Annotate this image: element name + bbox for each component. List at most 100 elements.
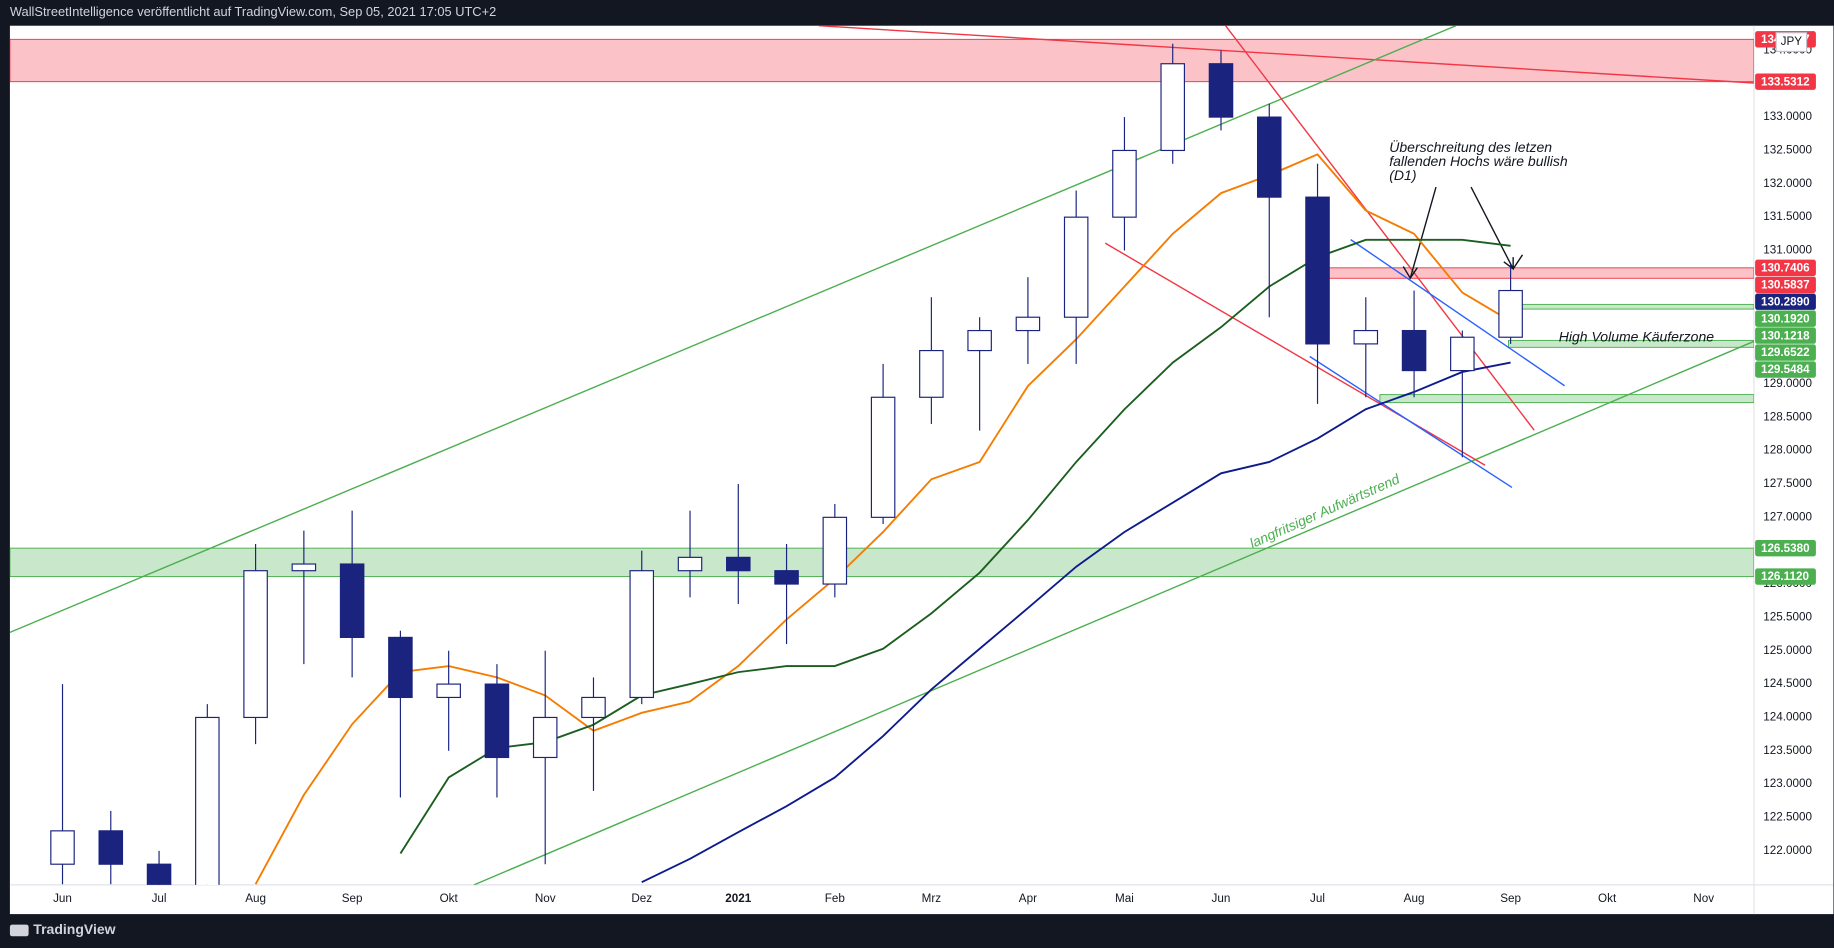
y-tick-label: 131.0000	[1763, 244, 1812, 257]
annotation: (D1)	[1389, 167, 1416, 183]
x-tick-label: Sep	[1500, 892, 1521, 905]
candle-body	[339, 563, 365, 638]
zones	[9, 38, 1754, 578]
candle-body	[774, 570, 799, 585]
candle-body	[484, 683, 510, 759]
x-tick-label: Jun	[53, 892, 72, 905]
y-tick-label: 123.5000	[1763, 744, 1812, 757]
x-tick-label: Jul	[1310, 892, 1325, 905]
price-tag-label: 133.5312	[1761, 75, 1810, 88]
zone	[9, 547, 1754, 578]
y-tick-label: 125.5000	[1763, 610, 1812, 623]
x-tick-label: Mai	[1115, 892, 1134, 905]
annotation: High Volume Käuferzone	[1559, 329, 1715, 345]
candle-body	[870, 396, 896, 518]
price-tag	[1755, 344, 1816, 361]
price-tag-label: 130.7406	[1761, 261, 1810, 274]
candle-body	[1063, 216, 1089, 318]
candle-body	[146, 863, 172, 885]
price-tag-label: 130.1218	[1761, 329, 1810, 342]
candle-body	[532, 716, 558, 759]
candle-body	[436, 683, 461, 699]
y-tick-label: 125.0000	[1763, 644, 1812, 657]
price-tag	[1755, 293, 1816, 310]
trendline	[1309, 355, 1513, 489]
candle-body	[1015, 316, 1041, 332]
price-tag-label: 130.1920	[1761, 312, 1810, 325]
price-tag	[1755, 310, 1816, 327]
candle-body	[1450, 336, 1475, 372]
x-tick-label: Feb	[825, 892, 845, 905]
price-tag	[1755, 73, 1816, 90]
zone	[1502, 303, 1754, 310]
y-tick-label: 132.0000	[1763, 177, 1812, 190]
price-tag	[1755, 539, 1816, 557]
y-tick-label: 124.0000	[1763, 711, 1812, 724]
y-tick-label: 122.5000	[1763, 811, 1812, 824]
candle-body	[1498, 289, 1523, 338]
x-tick-label: Dez	[631, 892, 652, 905]
x-tick-label: 2021	[725, 892, 751, 905]
footer-brand: TradingView	[33, 921, 115, 937]
candle-body	[629, 570, 655, 699]
annotation: fallenden Hochs wäre bullish	[1389, 153, 1568, 169]
candle-body	[1256, 116, 1282, 198]
candle-body	[1208, 63, 1234, 118]
y-tick-label: 122.0000	[1763, 844, 1812, 857]
trendline	[473, 340, 1754, 885]
zone	[1320, 267, 1754, 279]
candle-body	[1353, 329, 1379, 345]
x-tick-label: Sep	[342, 892, 363, 905]
y-tick-label: 123.0000	[1763, 777, 1812, 790]
zone	[1508, 339, 1754, 348]
price-tags: 134.1657133.5312130.7406130.5837130.2890…	[1755, 31, 1816, 585]
price-tag-label: 130.2890	[1761, 295, 1810, 308]
x-tick-label: Mrz	[922, 892, 942, 905]
arrow	[1470, 186, 1524, 271]
candle-body	[822, 516, 848, 585]
candle-body	[967, 329, 992, 352]
x-tick-label: Nov	[1693, 892, 1714, 905]
trendlines	[9, 25, 1754, 885]
candle-body	[581, 696, 606, 719]
candle-body	[1160, 63, 1185, 152]
price-tag	[1755, 259, 1816, 276]
trendline	[1225, 25, 1535, 431]
price-tag	[1755, 276, 1816, 293]
candle-body	[243, 570, 268, 719]
price-tag-label: 126.5380	[1761, 542, 1810, 555]
candles	[50, 43, 1523, 885]
price-tag	[1755, 327, 1816, 344]
y-tick-label: 132.5000	[1763, 144, 1812, 157]
price-tag	[1755, 568, 1816, 585]
y-tick-label: 128.0000	[1763, 444, 1812, 457]
moving-average	[641, 361, 1511, 884]
x-tick-label: Apr	[1019, 892, 1037, 905]
candle-body	[919, 349, 944, 398]
price-tag	[1755, 361, 1816, 378]
candle-body	[388, 636, 413, 699]
trendline	[1350, 239, 1565, 387]
zone	[1379, 394, 1754, 404]
x-tick-label: Okt	[1598, 892, 1617, 905]
y-tick-label: 131.5000	[1763, 210, 1812, 223]
candle-body	[1112, 149, 1137, 218]
x-tick-label: Nov	[535, 892, 556, 905]
logo	[9, 924, 29, 937]
price-tag-label: 129.6522	[1761, 346, 1810, 359]
candle-body	[50, 830, 75, 865]
y-tick-label: 128.5000	[1763, 410, 1812, 423]
candle-body	[291, 563, 317, 572]
candle-body	[726, 556, 751, 572]
candle-body	[1401, 329, 1427, 372]
plot-area	[9, 25, 1834, 915]
candle-body	[1305, 196, 1330, 345]
candle-body	[98, 830, 124, 865]
candle-body	[677, 556, 703, 572]
x-tick-label: Okt	[440, 892, 459, 905]
y-tick-label: 124.5000	[1763, 677, 1812, 690]
price-tag-label: 126.1120	[1761, 570, 1810, 583]
trendline	[818, 25, 1754, 84]
